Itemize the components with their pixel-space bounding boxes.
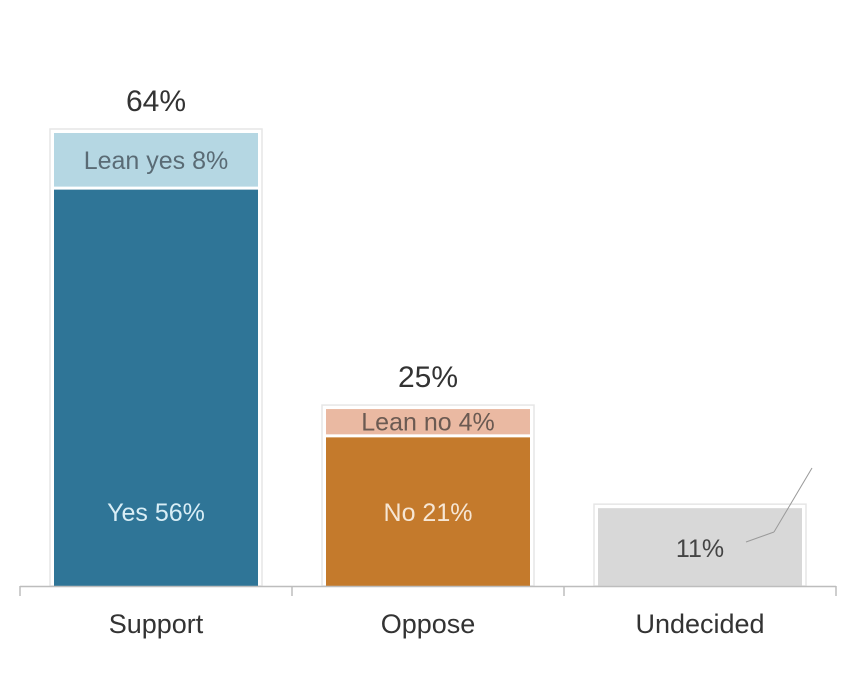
segment-label-support-base: Yes 56% [107,499,205,527]
bar-segment-support-lean [54,133,258,187]
total-label-support: 64% [126,85,186,118]
segment-label-oppose-lean: Lean no 4% [361,409,494,437]
leader-line [773,467,813,533]
bar-segment-oppose-lean [326,409,530,435]
category-label-oppose: Oppose [381,609,476,639]
leader-line [745,531,775,543]
bar-segment-support-base [54,189,258,586]
category-label-undecided: Undecided [635,609,764,639]
x-axis [19,467,837,596]
segment-label-undecided-base: 11% [676,535,724,563]
category-label-support: Support [109,609,204,639]
bars-layer [49,128,807,587]
labels-layer: Yes 56% Lean yes 8% 64% Support No 21% Lean n… [84,85,765,639]
bar-segment-oppose-base [326,437,530,586]
total-label-oppose: 25% [398,361,458,394]
segment-label-oppose-base: No 21% [384,499,473,527]
bar-segment-undecided-base [598,508,802,586]
segment-label-support-lean: Lean yes 8% [84,147,229,175]
